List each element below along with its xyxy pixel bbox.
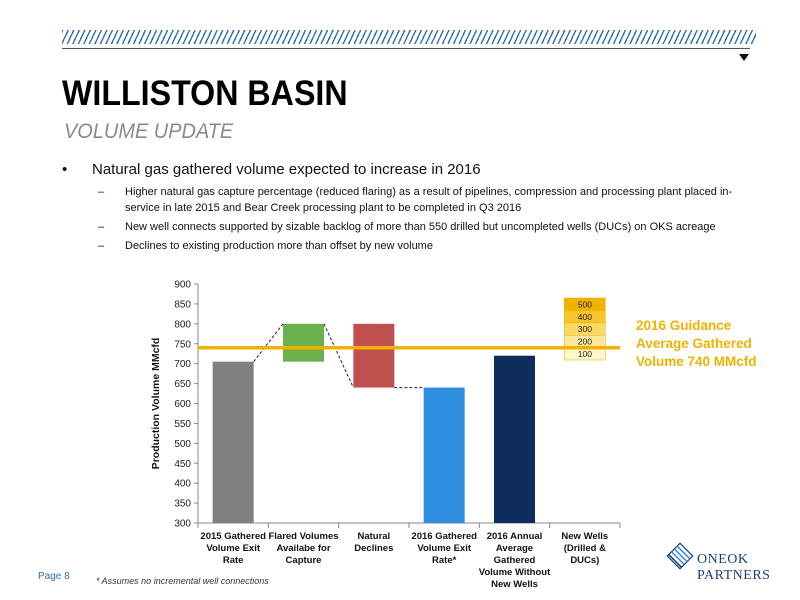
y-tick-label: 800: [174, 319, 191, 330]
sub-bullet-text: Higher natural gas capture percentage (r…: [125, 186, 733, 214]
x-category-label: Declines: [354, 543, 393, 554]
x-category-label: Capture: [286, 555, 322, 566]
waterfall-bar: [212, 361, 254, 523]
y-axis-title: Production Volume MMcfd: [150, 338, 162, 470]
page-number: Page 8: [38, 571, 70, 582]
x-category-label: Natural: [357, 531, 390, 542]
connector-line: [253, 323, 284, 362]
x-category-label: DUCs): [570, 555, 599, 566]
waterfall-bar: [283, 323, 324, 362]
new-wells-segment-label: 100: [578, 349, 592, 359]
guidance-label: Average Gathered: [636, 336, 752, 351]
waterfall-bar: [494, 355, 535, 523]
x-category-label: Volume Without: [479, 567, 551, 578]
sub-bullet-text: Declines to existing production more tha…: [125, 240, 433, 252]
dash-icon: –: [98, 186, 105, 198]
y-tick-label: 350: [174, 499, 191, 510]
new-wells-segment-label: 200: [578, 337, 592, 347]
x-category-label: (Drilled &: [564, 543, 606, 554]
x-category-label: Average: [496, 543, 533, 554]
new-wells-segment-label: 500: [578, 299, 592, 309]
y-tick-label: 400: [174, 479, 191, 490]
y-tick-label: 750: [174, 339, 191, 350]
x-category-label: Gathered: [494, 555, 536, 566]
x-category-label: New Wells: [491, 579, 538, 590]
connector-line: [323, 323, 354, 388]
slide-title: WILLISTON BASIN: [62, 74, 348, 113]
y-tick-label: 900: [174, 280, 191, 291]
x-category-label: Flared Volumes: [268, 531, 338, 542]
x-category-label: Rate*: [432, 555, 457, 566]
x-category-label: 2016 Gathered: [411, 531, 477, 542]
slide-subtitle: VOLUME UPDATE: [64, 120, 234, 143]
header-rule: [62, 48, 750, 49]
x-category-label: Volume Exit: [206, 543, 261, 554]
x-category-label: 2015 Gathered: [200, 531, 266, 542]
logo-line-1: ONEOK: [697, 552, 749, 567]
y-tick-label: 500: [174, 439, 191, 450]
new-wells-segment-label: 400: [578, 312, 592, 322]
dash-icon: –: [98, 240, 105, 252]
x-category-label: Availabe for: [276, 543, 330, 554]
new-wells-segment-label: 300: [578, 324, 592, 334]
y-tick-label: 600: [174, 399, 191, 410]
y-tick-label: 850: [174, 299, 191, 310]
dash-icon: –: [98, 221, 105, 233]
bullet-icon: •: [62, 161, 68, 178]
y-tick-label: 450: [174, 459, 191, 470]
x-category-label: Rate: [223, 555, 244, 566]
y-tick-label: 650: [174, 379, 191, 390]
x-category-label: New Wells: [561, 531, 608, 542]
x-category-label: 2016 Annual: [487, 531, 543, 542]
oneok-diamond-logo-icon: [666, 542, 694, 570]
waterfall-bar: [353, 323, 395, 388]
footnote: * Assumes no incremental well connection…: [96, 576, 269, 586]
company-logo-text: ONEOK PARTNERS: [697, 552, 770, 584]
triangle-down-icon: [739, 54, 749, 61]
guidance-label: 2016 Guidance: [636, 318, 732, 333]
y-tick-label: 700: [174, 359, 191, 370]
header-hatch-band: [62, 30, 756, 44]
guidance-label: Volume 740 MMcfd: [636, 354, 757, 369]
y-tick-label: 300: [174, 519, 191, 530]
new-wells-segment: [564, 297, 606, 311]
logo-line-2: PARTNERS: [697, 568, 771, 583]
sub-bullet-text: New well connects supported by sizable b…: [125, 221, 716, 233]
y-tick-label: 550: [174, 419, 191, 430]
x-category-label: Volume Exit: [417, 543, 472, 554]
main-bullet-text: Natural gas gathered volume expected to …: [92, 161, 481, 178]
waterfall-bar: [423, 387, 465, 523]
